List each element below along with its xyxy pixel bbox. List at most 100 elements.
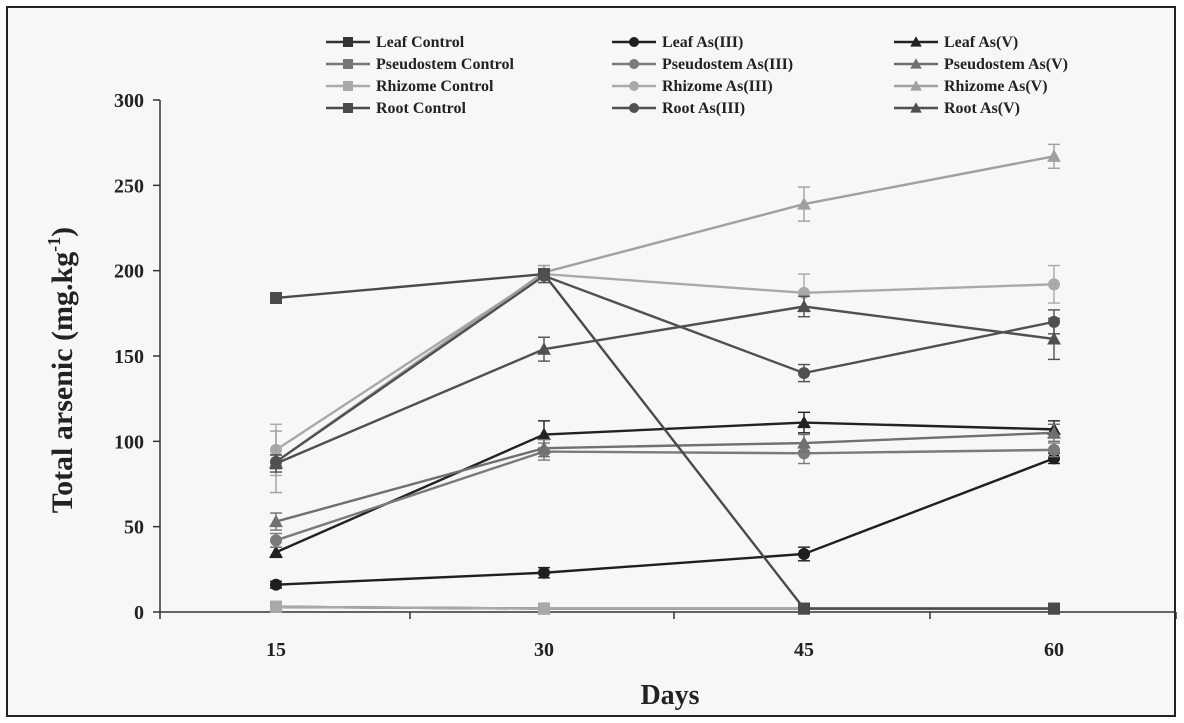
y-tick-label: 100 (114, 431, 144, 453)
data-point-circle (629, 103, 639, 113)
series-root-control (270, 268, 1060, 615)
y-tick-label: 150 (114, 346, 144, 368)
data-point-triangle (1047, 332, 1061, 345)
data-point-circle (538, 269, 550, 282)
legend-label: Root As(V) (944, 100, 1020, 117)
data-point-triangle (269, 514, 283, 528)
legend-label: Root As(III) (662, 100, 745, 117)
series-pseudostem-as-v (269, 423, 1061, 531)
data-point-triangle (910, 58, 922, 69)
legend-label: Rhizome Control (376, 78, 494, 95)
series-root-as-iii (270, 268, 1060, 470)
data-point-square (343, 81, 353, 91)
y-tick-label: 50 (124, 517, 144, 539)
legend-item: Root As(V) (894, 100, 1020, 117)
data-point-circle (1048, 278, 1060, 291)
legend-item: Pseudostem As(V) (894, 56, 1068, 73)
legend-item: Leaf Control (326, 34, 465, 51)
x-tick-label: 60 (1044, 639, 1064, 661)
legend-label: Pseudostem Control (376, 56, 514, 73)
y-tick-label: 300 (114, 90, 144, 112)
series-line (275, 272, 1054, 610)
data-point-circle (629, 37, 639, 47)
legend-label: Leaf As(V) (944, 34, 1018, 51)
data-point-triangle (797, 415, 811, 429)
data-point-circle (270, 578, 282, 591)
data-point-triangle (797, 299, 811, 313)
legend-item: Rhizome As(III) (612, 78, 773, 95)
data-point-square (798, 602, 810, 615)
data-point-square (1048, 602, 1060, 615)
series-line (275, 457, 1055, 586)
y-axis-title-end: ) (46, 227, 79, 237)
legend-item: Leaf As(III) (612, 34, 743, 51)
legend-item: Root Control (326, 100, 466, 117)
series-line (275, 155, 1055, 463)
series-line (275, 272, 1055, 451)
y-axis-title-main: Total arsenic (mg.kg (46, 252, 79, 513)
x-axis-title: Days (640, 680, 699, 711)
series-line (275, 274, 1055, 463)
series-line (275, 305, 1055, 465)
chart-frame: 0 50 100 150 200 250 300 15 30 45 60 Leaf Control L… (6, 6, 1177, 717)
data-point-circle (798, 547, 810, 560)
data-point-square (538, 602, 550, 615)
legend-item: Rhizome Control (326, 78, 494, 95)
series-line (275, 448, 1055, 542)
legend-item: Pseudostem As(III) (612, 56, 793, 73)
data-point-triangle (797, 436, 811, 449)
data-point-circle (1048, 443, 1060, 456)
legend-item: Rhizome As(V) (894, 78, 1048, 95)
x-tick-label: 45 (794, 639, 814, 661)
series-pseudostem-as-iii (270, 442, 1060, 548)
data-point-triangle (537, 342, 551, 355)
data-point-square (343, 37, 353, 47)
legend-item: Pseudostem Control (326, 56, 514, 73)
legend-item: Root As(III) (612, 100, 745, 117)
y-axis-title-sup: -1 (44, 237, 64, 252)
legend-label: Pseudostem As(V) (944, 56, 1068, 73)
data-point-circle (798, 367, 810, 380)
data-point-triangle (537, 441, 551, 454)
series-rhizome-as-iii (270, 264, 1060, 477)
series-root-as-v (269, 295, 1061, 473)
data-point-square (270, 600, 282, 613)
y-tick-label: 200 (114, 261, 144, 283)
data-point-triangle (269, 456, 283, 470)
y-axis-title: Total arsenic (mg.kg-1) (44, 227, 79, 513)
series-rhizome-as-v (269, 143, 1061, 494)
legend-label: Root Control (376, 100, 466, 117)
series-line (275, 431, 1055, 523)
x-tick-label: 30 (534, 639, 554, 661)
data-point-triangle (910, 36, 922, 47)
legend-label: Pseudostem As(III) (662, 56, 793, 73)
data-point-square (343, 59, 353, 69)
data-point-square (343, 103, 353, 113)
y-tick-label: 0 (134, 602, 144, 624)
series-leaf-as-iii (270, 452, 1060, 591)
line-chart: 0 50 100 150 200 250 300 15 30 45 60 Leaf Control L… (44, 34, 1177, 711)
data-point-circle (629, 81, 639, 91)
data-point-circle (1048, 452, 1060, 465)
data-point-triangle (797, 197, 811, 210)
data-point-triangle (1047, 149, 1061, 162)
legend-label: Rhizome As(III) (662, 78, 773, 95)
data-point-triangle (910, 80, 922, 91)
legend-item: Leaf As(V) (894, 34, 1018, 51)
x-tick-label: 15 (266, 639, 286, 661)
data-point-circle (798, 447, 810, 460)
series-line (275, 421, 1055, 554)
data-point-circle (270, 534, 282, 547)
data-point-triangle (269, 545, 283, 558)
data-point-triangle (910, 102, 922, 113)
data-point-circle (629, 59, 639, 69)
legend-label: Rhizome As(V) (944, 78, 1048, 95)
data-point-circle (538, 566, 550, 579)
legend-label: Leaf As(III) (662, 34, 743, 51)
data-point-triangle (1047, 425, 1061, 439)
legend-label: Leaf Control (376, 34, 465, 51)
y-tick-label: 250 (114, 175, 144, 197)
data-point-square (270, 291, 282, 304)
series-leaf-as-v (269, 411, 1061, 559)
data-point-triangle (537, 427, 551, 441)
